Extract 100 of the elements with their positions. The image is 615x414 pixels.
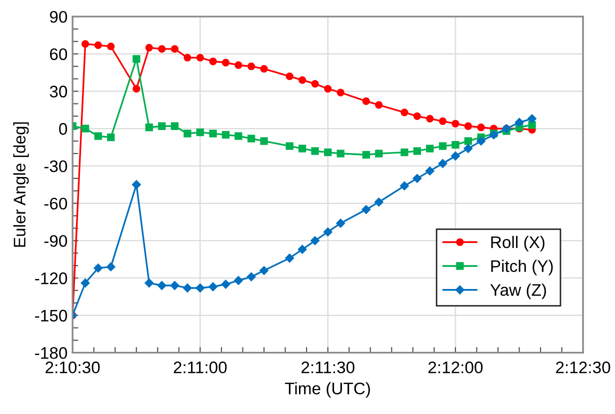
point xyxy=(246,272,256,282)
point xyxy=(81,40,90,48)
point xyxy=(374,198,384,206)
point xyxy=(324,148,332,156)
point xyxy=(400,108,408,116)
point xyxy=(476,136,486,146)
point xyxy=(336,150,344,158)
point xyxy=(464,137,472,145)
point xyxy=(184,54,192,62)
point xyxy=(528,114,536,124)
point xyxy=(298,244,307,254)
point xyxy=(311,147,319,155)
point xyxy=(477,124,485,132)
point xyxy=(260,266,268,275)
point xyxy=(514,118,524,127)
point xyxy=(157,281,166,290)
y-tick-label: -90 xyxy=(44,235,68,247)
point xyxy=(158,122,166,130)
point xyxy=(286,142,294,150)
point xyxy=(464,144,473,153)
point xyxy=(94,132,102,140)
point xyxy=(362,150,370,159)
legend-label: Pitch (Y) xyxy=(491,260,553,276)
legend-label: Roll (X) xyxy=(491,236,544,252)
point xyxy=(324,84,332,93)
point xyxy=(375,101,383,109)
point xyxy=(323,228,332,236)
y-tick-label: 90 xyxy=(50,10,68,23)
point xyxy=(298,76,306,84)
point xyxy=(438,117,447,125)
x-tick-label: 2:10:30 xyxy=(46,362,100,374)
point xyxy=(310,236,320,246)
point xyxy=(132,180,141,190)
point xyxy=(425,166,434,176)
point xyxy=(107,134,115,142)
point xyxy=(209,130,217,138)
point xyxy=(412,174,422,183)
point xyxy=(413,112,421,120)
point xyxy=(286,72,294,80)
point xyxy=(145,124,153,132)
y-tick-label: -180 xyxy=(35,347,68,359)
x-tick-label: 2:12:30 xyxy=(556,362,610,374)
y-tick-label: -120 xyxy=(35,272,68,284)
point xyxy=(375,150,383,158)
point xyxy=(400,181,409,190)
point xyxy=(247,134,256,142)
point xyxy=(451,152,460,160)
point xyxy=(208,282,218,292)
point xyxy=(196,54,204,62)
point xyxy=(222,131,230,139)
point xyxy=(438,142,447,150)
x-axis-title: Time (UTC) xyxy=(284,382,370,398)
point xyxy=(452,140,460,149)
point xyxy=(209,58,217,66)
point xyxy=(298,144,306,152)
point xyxy=(234,276,243,285)
point xyxy=(184,130,192,138)
point xyxy=(336,218,346,228)
point xyxy=(170,45,179,53)
point xyxy=(426,144,434,152)
legend-label: Yaw (Z) xyxy=(490,284,546,300)
point xyxy=(362,97,370,106)
point xyxy=(94,264,103,272)
point xyxy=(132,84,140,93)
point xyxy=(81,124,90,132)
point xyxy=(132,55,140,63)
point xyxy=(144,278,154,288)
point xyxy=(158,45,166,53)
point xyxy=(247,62,256,70)
y-tick-label: 30 xyxy=(50,86,68,98)
point xyxy=(336,88,344,96)
point xyxy=(464,122,472,130)
point xyxy=(196,128,204,136)
point xyxy=(260,137,268,145)
x-tick-label: 2:11:00 xyxy=(174,362,227,374)
point xyxy=(234,132,242,140)
point xyxy=(413,147,421,155)
point xyxy=(107,42,115,50)
point xyxy=(362,205,371,214)
x-tick-label: 2:12:00 xyxy=(428,362,483,374)
point xyxy=(196,284,205,292)
point xyxy=(285,254,294,263)
point xyxy=(438,159,448,168)
point xyxy=(260,65,268,73)
y-tick-label: 0 xyxy=(59,123,68,135)
y-tick-label: -30 xyxy=(44,160,68,172)
point xyxy=(528,121,536,129)
point xyxy=(234,61,242,69)
point xyxy=(170,281,180,290)
y-tick-label: -150 xyxy=(35,310,68,322)
point xyxy=(183,284,192,292)
y-tick-label: -60 xyxy=(44,198,68,210)
point xyxy=(221,280,230,289)
point xyxy=(106,262,116,272)
point xyxy=(145,44,153,52)
point xyxy=(170,122,179,130)
x-tick-label: 2:11:30 xyxy=(302,362,354,374)
y-axis-title: Euler Angle [deg] xyxy=(13,122,29,247)
point xyxy=(452,120,460,128)
point xyxy=(222,58,230,66)
